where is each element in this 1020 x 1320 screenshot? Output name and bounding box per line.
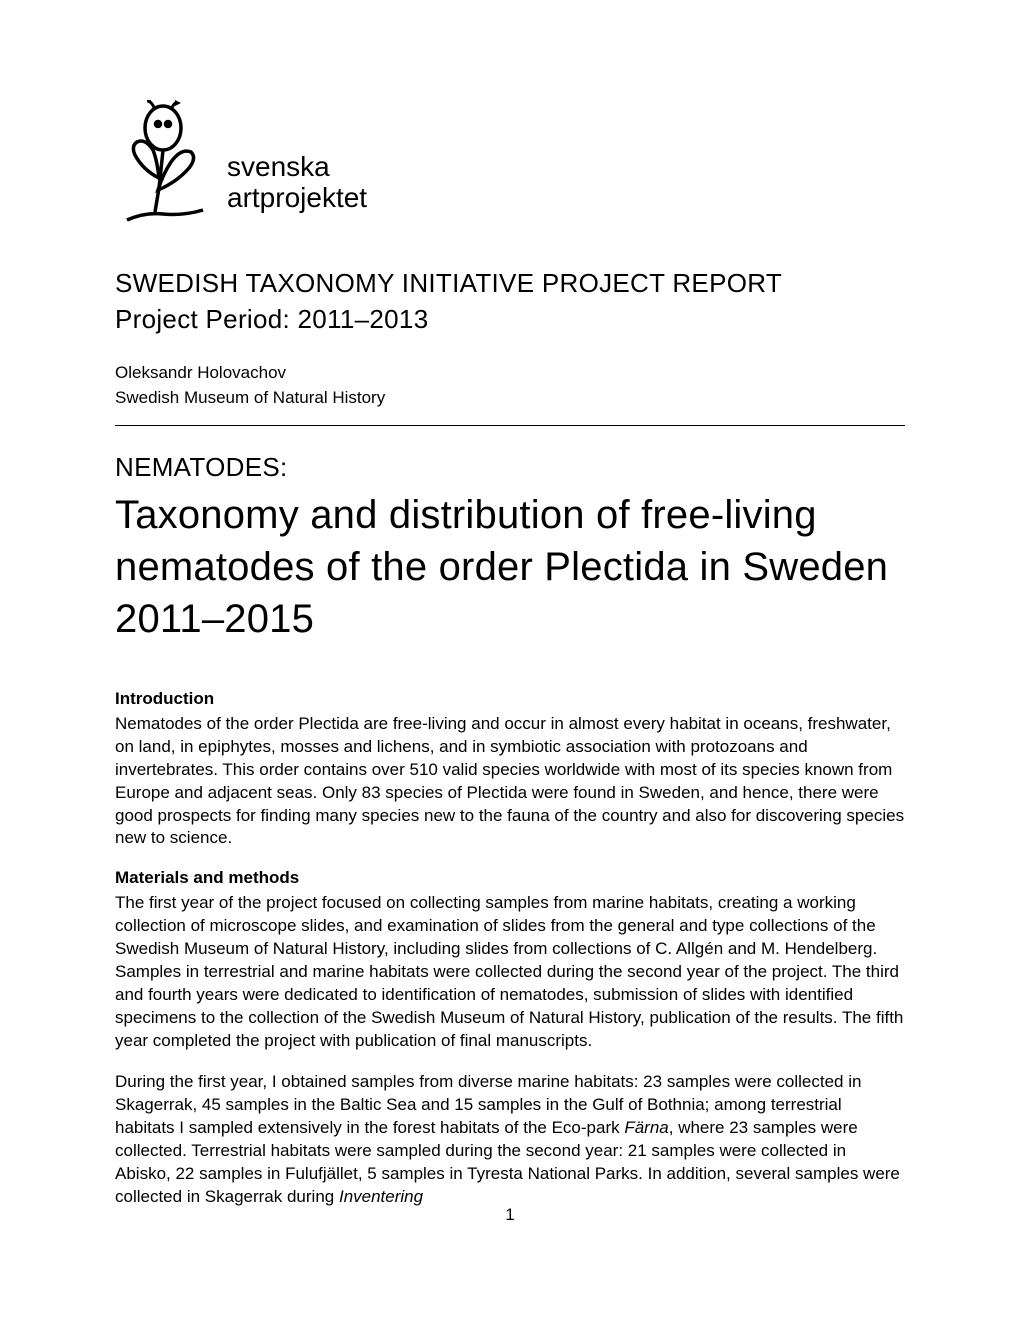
main-title: Taxonomy and distribution of free-living… <box>115 489 905 645</box>
logo-line2: artprojektet <box>227 183 367 214</box>
project-period: Project Period: 2011–2013 <box>115 301 905 337</box>
logo-line1: svenska <box>227 152 367 183</box>
page-number: 1 <box>115 1205 905 1225</box>
report-header: SWEDISH TAXONOMY INITIATIVE PROJECT REPO… <box>115 265 905 338</box>
author-block: Oleksandr Holovachov Swedish Museum of N… <box>115 360 905 411</box>
methods-para1: The first year of the project focused on… <box>115 892 905 1053</box>
subject-label: NEMATODES: <box>115 452 905 483</box>
divider <box>115 425 905 426</box>
para2-italic2: Inventering <box>339 1187 423 1206</box>
methods-heading: Materials and methods <box>115 868 905 888</box>
methods-para2: During the first year, I obtained sample… <box>115 1071 905 1209</box>
intro-text: Nematodes of the order Plectida are free… <box>115 713 905 851</box>
flower-logo-icon <box>115 100 215 230</box>
logo-text: svenska artprojektet <box>227 152 367 214</box>
author-affiliation: Swedish Museum of Natural History <box>115 385 905 411</box>
report-title: SWEDISH TAXONOMY INITIATIVE PROJECT REPO… <box>115 265 905 301</box>
author-name: Oleksandr Holovachov <box>115 360 905 386</box>
logo-section: svenska artprojektet <box>115 100 905 230</box>
para2-italic1: Färna <box>624 1118 668 1137</box>
intro-heading: Introduction <box>115 689 905 709</box>
